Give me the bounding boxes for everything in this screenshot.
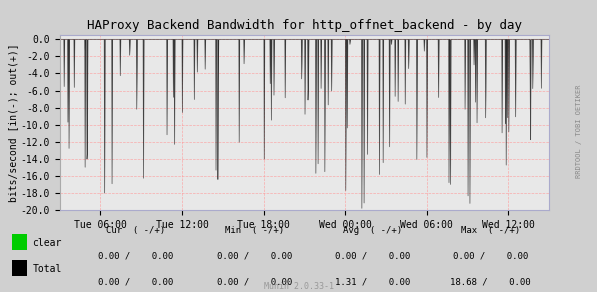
Text: Cur  ( -/+): Cur ( -/+)	[106, 226, 165, 235]
Text: Min  ( -/+): Min ( -/+)	[224, 226, 284, 235]
Text: Avg  ( -/+): Avg ( -/+)	[343, 226, 402, 235]
Text: 0.00 /    0.00: 0.00 / 0.00	[217, 277, 292, 286]
Text: Total: Total	[33, 264, 62, 274]
Text: 18.68 /    0.00: 18.68 / 0.00	[450, 277, 531, 286]
Text: clear: clear	[33, 238, 62, 248]
Text: 0.00 /    0.00: 0.00 / 0.00	[335, 252, 410, 261]
Text: 0.00 /    0.00: 0.00 / 0.00	[99, 252, 174, 261]
Text: 1.31 /    0.00: 1.31 / 0.00	[335, 277, 410, 286]
Bar	[12, 260, 27, 276]
Text: 0.00 /    0.00: 0.00 / 0.00	[99, 277, 174, 286]
Text: Munin 2.0.33-1: Munin 2.0.33-1	[263, 282, 334, 291]
Title: HAProxy Backend Bandwidth for http_offnet_backend - by day: HAProxy Backend Bandwidth for http_offne…	[87, 20, 522, 32]
Text: Max  ( -/+): Max ( -/+)	[461, 226, 520, 235]
Text: RRDTOOL / TOBI OETIKER: RRDTOOL / TOBI OETIKER	[576, 85, 582, 178]
Bar	[12, 234, 27, 250]
Text: 0.00 /    0.00: 0.00 / 0.00	[453, 252, 528, 261]
Y-axis label: bits/second [in(-); out(+)]: bits/second [in(-); out(+)]	[8, 43, 18, 202]
Text: 0.00 /    0.00: 0.00 / 0.00	[217, 252, 292, 261]
